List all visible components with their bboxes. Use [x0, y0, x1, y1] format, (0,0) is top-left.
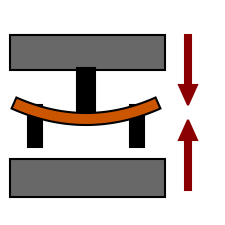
Polygon shape	[179, 120, 197, 190]
Polygon shape	[11, 97, 160, 125]
Bar	[77, 68, 95, 120]
Bar	[10, 35, 165, 70]
Bar	[28, 105, 42, 147]
Polygon shape	[179, 35, 197, 105]
Bar	[10, 159, 165, 197]
Bar	[130, 105, 144, 147]
